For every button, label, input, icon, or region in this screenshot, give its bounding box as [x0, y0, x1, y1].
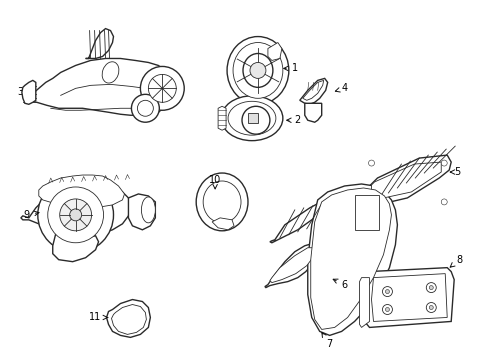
Circle shape — [368, 160, 374, 166]
Polygon shape — [364, 155, 450, 205]
Polygon shape — [307, 184, 397, 336]
Circle shape — [60, 199, 91, 231]
Ellipse shape — [203, 181, 241, 223]
Circle shape — [38, 177, 113, 253]
Polygon shape — [304, 103, 321, 122]
Circle shape — [428, 306, 432, 310]
Circle shape — [428, 285, 432, 289]
Polygon shape — [212, 218, 234, 230]
Polygon shape — [128, 194, 155, 230]
Polygon shape — [218, 106, 225, 130]
Circle shape — [426, 283, 435, 293]
Circle shape — [385, 307, 388, 311]
Text: 6: 6 — [332, 279, 347, 289]
Text: 10: 10 — [208, 175, 221, 189]
Polygon shape — [39, 175, 124, 207]
Polygon shape — [53, 234, 99, 262]
Polygon shape — [364, 268, 453, 328]
Polygon shape — [371, 162, 440, 200]
Polygon shape — [302, 80, 323, 100]
Ellipse shape — [233, 42, 282, 98]
Circle shape — [242, 106, 269, 134]
Polygon shape — [310, 188, 390, 329]
Ellipse shape — [221, 96, 282, 141]
Ellipse shape — [196, 173, 247, 231]
Polygon shape — [264, 244, 315, 288]
Polygon shape — [269, 248, 312, 283]
Polygon shape — [111, 305, 146, 334]
Ellipse shape — [141, 197, 155, 223]
Polygon shape — [371, 274, 447, 321]
Circle shape — [48, 187, 103, 243]
Polygon shape — [22, 80, 36, 104]
Text: 3: 3 — [18, 87, 33, 97]
Circle shape — [137, 100, 153, 116]
Circle shape — [382, 305, 392, 315]
Circle shape — [426, 302, 435, 312]
Circle shape — [249, 62, 265, 78]
Circle shape — [385, 289, 388, 293]
Polygon shape — [267, 42, 281, 60]
Circle shape — [368, 199, 374, 205]
Circle shape — [131, 94, 159, 122]
Bar — [247, 113, 258, 123]
Text: 5: 5 — [449, 167, 459, 177]
Bar — [354, 195, 379, 230]
Polygon shape — [299, 78, 327, 104]
Circle shape — [440, 160, 447, 166]
Polygon shape — [106, 300, 150, 337]
Circle shape — [148, 75, 176, 102]
Polygon shape — [269, 200, 327, 243]
Circle shape — [140, 67, 184, 110]
Circle shape — [69, 209, 81, 221]
Circle shape — [440, 199, 447, 205]
Ellipse shape — [243, 54, 272, 87]
Ellipse shape — [102, 62, 119, 83]
Ellipse shape — [227, 101, 275, 135]
Text: 2: 2 — [286, 115, 300, 125]
Polygon shape — [85, 28, 113, 58]
Polygon shape — [25, 58, 178, 115]
Polygon shape — [21, 185, 130, 235]
Circle shape — [382, 287, 392, 297]
Polygon shape — [359, 278, 369, 328]
Text: 9: 9 — [24, 210, 39, 220]
Text: 7: 7 — [321, 333, 332, 349]
Text: 11: 11 — [89, 312, 107, 323]
Text: 8: 8 — [449, 255, 461, 267]
Ellipse shape — [226, 37, 288, 104]
Text: 4: 4 — [335, 84, 347, 93]
Text: 1: 1 — [283, 63, 297, 73]
